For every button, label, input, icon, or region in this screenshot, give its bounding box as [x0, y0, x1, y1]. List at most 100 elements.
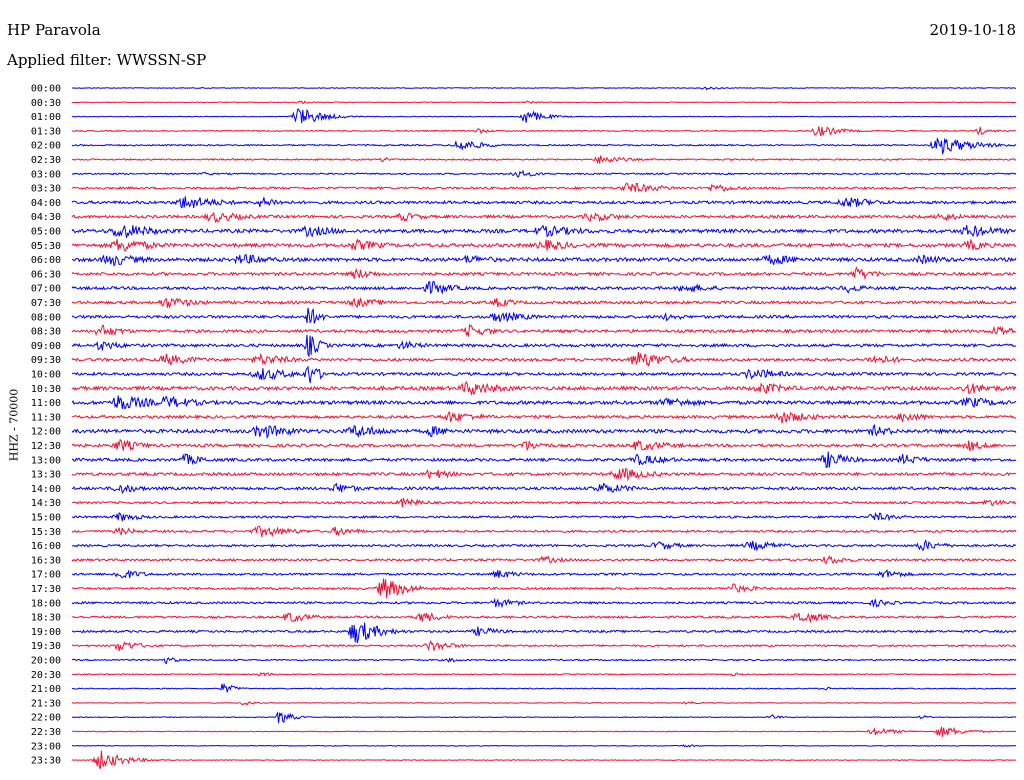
- time-tick-label: 07:00: [31, 284, 61, 295]
- time-tick-label: 17:30: [31, 584, 61, 595]
- trace-line: [71, 555, 1017, 565]
- trace-line: [71, 700, 1017, 706]
- time-tick-label: 03:30: [31, 184, 61, 195]
- trace-line: [71, 411, 1017, 424]
- trace-line: [71, 612, 1017, 624]
- time-tick-label: 08:30: [31, 327, 61, 338]
- trace-line: [71, 323, 1017, 337]
- trace-line: [71, 539, 1017, 552]
- trace-line: [71, 365, 1017, 384]
- trace-line: [71, 438, 1017, 452]
- time-tick-label: 14:30: [31, 498, 61, 509]
- trace-line: [71, 597, 1017, 609]
- trace-line: [71, 126, 1016, 137]
- time-tick-label: 23:00: [31, 741, 61, 752]
- time-tick-label: 15:00: [31, 513, 61, 524]
- time-tick-label: 05:00: [31, 227, 61, 238]
- time-tick-label: 21:00: [31, 684, 61, 695]
- time-tick-label: 12:30: [31, 441, 61, 452]
- time-tick-label: 16:00: [31, 541, 61, 552]
- time-tick-label: 19:00: [31, 627, 61, 638]
- time-tick-label: 22:00: [31, 713, 61, 724]
- trace-line: [71, 639, 1017, 651]
- time-tick-label: 14:00: [31, 484, 61, 495]
- time-tick-label: 09:00: [31, 341, 61, 352]
- time-tick-label: 01:00: [31, 112, 61, 123]
- trace-line: [71, 380, 1017, 397]
- trace-line: [71, 497, 1017, 508]
- trace-line: [71, 254, 1017, 267]
- time-tick-label: 02:00: [31, 141, 61, 152]
- time-tick-label: 12:00: [31, 427, 61, 438]
- trace-line: [71, 744, 1017, 748]
- time-tick-label: 02:30: [31, 155, 61, 166]
- trace-line: [71, 467, 1017, 482]
- trace-line: [71, 100, 1017, 105]
- time-tick-label: 05:30: [31, 241, 61, 252]
- trace-line: [71, 511, 1017, 522]
- time-tick-label: 20:00: [31, 656, 61, 667]
- trace-line: [71, 212, 1017, 224]
- time-tick-label: 06:00: [31, 255, 61, 266]
- time-tick-label: 18:00: [31, 598, 61, 609]
- time-tick-label: 01:30: [31, 126, 61, 137]
- trace-line: [71, 182, 1017, 193]
- trace-line: [72, 482, 1017, 495]
- time-tick-label: 00:30: [31, 98, 61, 109]
- time-tick-label: 07:30: [31, 298, 61, 309]
- time-tick-label: 00:00: [31, 84, 61, 95]
- time-tick-label: 22:30: [31, 727, 61, 738]
- time-tick-label: 04:30: [31, 212, 61, 223]
- trace-line: [71, 750, 1017, 770]
- trace-line: [71, 451, 1017, 469]
- trace-line: [71, 569, 1017, 579]
- trace-line: [71, 224, 1017, 239]
- trace-line: [71, 423, 1017, 439]
- time-tick-label: 13:30: [31, 470, 61, 481]
- trace-line: [71, 525, 1017, 538]
- trace-line: [71, 169, 1017, 178]
- time-tick-label: 18:30: [31, 613, 61, 624]
- record-date: 2019-10-18: [929, 21, 1016, 39]
- trace-line: [71, 155, 1017, 165]
- trace-line: [71, 711, 1017, 724]
- trace-line: [71, 352, 1016, 368]
- trace-line: [71, 196, 1017, 209]
- time-tick-label: 23:30: [31, 756, 61, 767]
- trace-line: [71, 578, 1017, 599]
- time-tick-label: 13:00: [31, 455, 61, 466]
- time-tick-label: 16:30: [31, 555, 61, 566]
- trace-line: [71, 682, 1017, 693]
- trace-line: [71, 297, 1017, 309]
- time-tick-label: 06:30: [31, 269, 61, 280]
- time-tick-label: 11:00: [31, 398, 61, 409]
- trace-line: [71, 657, 1017, 665]
- trace-line: [71, 86, 1017, 91]
- trace-line: [71, 266, 1017, 281]
- time-tick-label: 10:00: [31, 370, 61, 381]
- trace-line: [71, 334, 1017, 358]
- trace-line: [71, 395, 1017, 409]
- trace-line: [71, 280, 1017, 295]
- time-tick-label: 11:30: [31, 412, 61, 423]
- time-tick-label: 15:30: [31, 527, 61, 538]
- time-tick-label: 08:00: [31, 312, 61, 323]
- time-tick-label: 21:30: [31, 698, 61, 709]
- trace-line: [71, 238, 1017, 252]
- filter-label: Applied filter: WWSSN-SP: [7, 51, 207, 69]
- time-tick-label: 04:00: [31, 198, 61, 209]
- time-tick-label: 09:30: [31, 355, 61, 366]
- station-name: HP Paravola: [7, 21, 101, 39]
- time-tick-label: 19:30: [31, 641, 61, 652]
- trace-line: [71, 136, 1017, 156]
- time-tick-label: 20:30: [31, 670, 61, 681]
- trace-line: [71, 307, 1017, 324]
- trace-line: [71, 108, 1017, 124]
- trace-line: [72, 671, 1017, 677]
- time-tick-label: 10:30: [31, 384, 61, 395]
- time-tick-label: 03:00: [31, 169, 61, 180]
- trace-line: [71, 726, 1017, 737]
- time-tick-label: 17:00: [31, 570, 61, 581]
- trace-line: [71, 622, 1017, 644]
